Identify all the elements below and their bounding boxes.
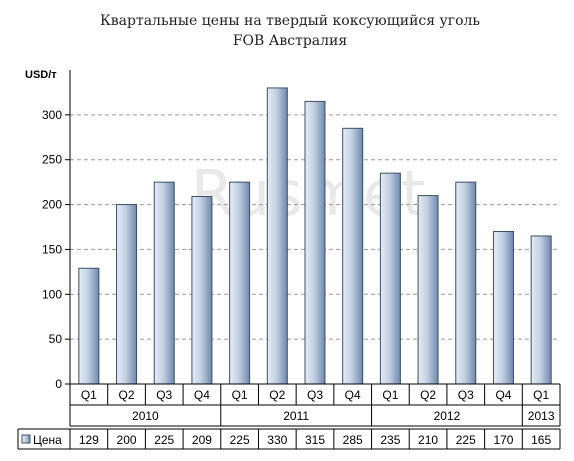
y-tick-label: 200: [42, 198, 62, 212]
x-category-label: Q3: [156, 388, 172, 402]
bar: [116, 204, 138, 385]
x-category-label: Q1: [81, 388, 97, 402]
bar: [342, 127, 364, 385]
data-value-label: 235: [380, 433, 400, 447]
y-axis-ticks: 0 50 100 150 200 250 300: [42, 70, 71, 391]
data-value-label: 170: [493, 433, 513, 447]
data-table: Q1 Q2 Q3 Q4 Q1 Q2 Q3 Q4 Q1 Q2 Q3 Q4 Q1 2010 2011 2012 20…: [17, 383, 561, 450]
bar: [304, 100, 326, 385]
bar: [492, 230, 514, 385]
y-tick-label: 100: [42, 287, 62, 301]
data-value-label: 200: [117, 433, 137, 447]
x-category-label: Q2: [119, 388, 135, 402]
x-category-label: Q1: [533, 388, 549, 402]
chart-title: Квартальные цены на твердый коксующийся …: [100, 13, 480, 29]
x-category-label: Q4: [345, 388, 361, 402]
x-category-label: Q3: [307, 388, 323, 402]
x-year-label: 2011: [283, 409, 309, 423]
x-category-label: Q3: [458, 388, 474, 402]
data-value-label: 285: [343, 433, 363, 447]
bar: [417, 195, 439, 385]
x-category-label: Q1: [232, 388, 248, 402]
bar: [191, 195, 213, 385]
x-category-label: Q4: [194, 388, 210, 402]
x-category-label: Q4: [495, 388, 511, 402]
y-axis-unit: USD/т: [25, 69, 57, 81]
x-category-label: Q2: [269, 388, 285, 402]
data-value-label: 225: [230, 433, 250, 447]
data-value-label: 330: [267, 433, 287, 447]
y-tick-label: 0: [55, 377, 62, 391]
bar: [379, 172, 401, 385]
y-tick-label: 300: [42, 108, 62, 122]
data-value-label: 165: [531, 433, 551, 447]
x-category-label: Q1: [382, 388, 398, 402]
y-tick-label: 150: [42, 242, 62, 256]
bar: [266, 87, 288, 385]
y-tick-label: 50: [49, 332, 63, 346]
data-value-label: 225: [154, 433, 174, 447]
chart-subtitle: FOB Австралия: [233, 33, 348, 49]
x-year-label: 2013: [528, 409, 555, 423]
bar: [153, 181, 175, 385]
legend-label: Цена: [33, 433, 62, 447]
x-category-label: Q2: [420, 388, 436, 402]
data-value-label: 315: [305, 433, 325, 447]
bar: [78, 267, 100, 385]
bar: [229, 181, 251, 385]
data-value-label: 225: [456, 433, 476, 447]
bar: [455, 181, 477, 385]
data-value-label: 210: [418, 433, 438, 447]
y-tick-label: 250: [42, 153, 62, 167]
data-value-label: 209: [192, 433, 212, 447]
data-value-label: 129: [79, 433, 99, 447]
x-year-label: 2012: [434, 409, 461, 423]
legend-swatch: [21, 434, 31, 444]
x-year-label: 2010: [132, 409, 159, 423]
bar: [530, 235, 552, 385]
